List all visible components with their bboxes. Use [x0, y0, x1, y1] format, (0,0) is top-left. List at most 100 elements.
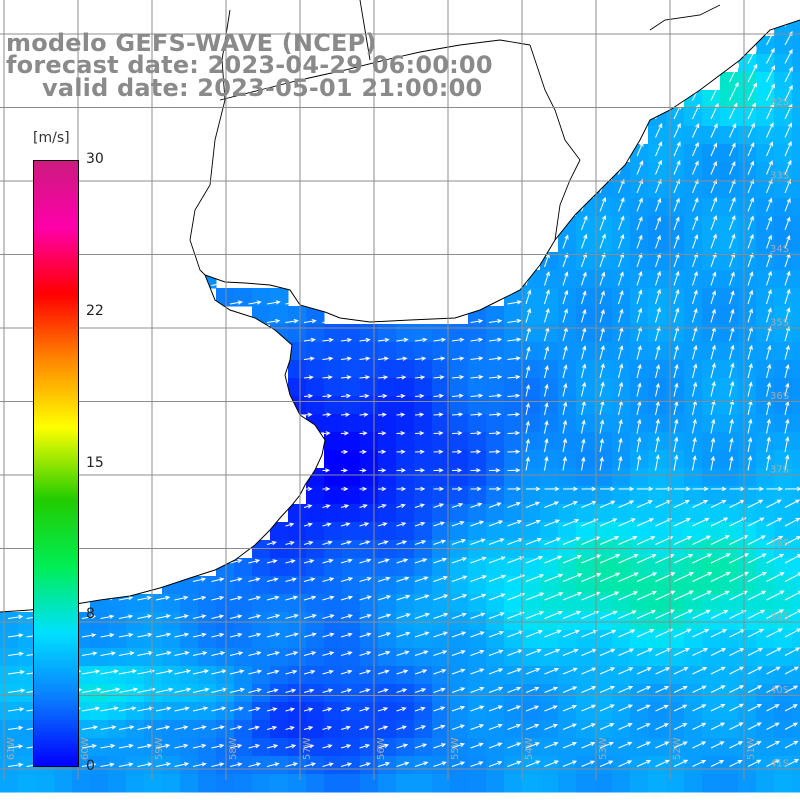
wind-speed-cell [486, 324, 505, 343]
wind-arrowhead [562, 401, 568, 407]
wind-arrow [673, 667, 688, 675]
wind-speed-cell [684, 504, 703, 523]
wind-arrow [544, 457, 548, 471]
wind-arrow [322, 689, 333, 693]
wind-arrow [710, 381, 715, 397]
wind-arrow [692, 216, 698, 231]
wind-arrowhead [682, 686, 688, 691]
wind-arrowhead [712, 215, 718, 221]
wind-arrow [396, 688, 407, 693]
wind-speed-cell [594, 342, 613, 361]
wind-arrow [192, 763, 206, 767]
wind-arrowhead [582, 271, 587, 277]
wind-arrowhead [400, 468, 406, 473]
wind-speed-cell [576, 702, 595, 721]
wind-arrowhead [344, 504, 350, 509]
wind-speed-cell [486, 450, 505, 469]
wind-arrowhead [571, 704, 578, 710]
wind-arrowhead [479, 686, 485, 692]
wind-speed-cell [522, 594, 541, 613]
wind-arrowhead [633, 591, 639, 596]
wind-arrowhead [308, 393, 314, 399]
wind-arrowhead [325, 431, 331, 436]
wind-speed-cell [126, 738, 145, 757]
wind-arrow [673, 160, 681, 175]
wind-speed-cell [306, 648, 325, 667]
wind-arrow [599, 253, 606, 268]
wind-arrowhead [785, 454, 790, 460]
wind-speed-cell [0, 774, 19, 793]
wind-speed-cell [594, 522, 613, 541]
wind-arrowhead [311, 595, 317, 600]
wind-arrow [655, 327, 660, 342]
wind-speed-cell [576, 288, 595, 307]
wind-arrow [710, 363, 716, 379]
wind-arrow [710, 272, 716, 286]
wind-speed-cell [288, 720, 307, 739]
wind-speed-cell [396, 612, 415, 631]
wind-arrow [673, 723, 687, 730]
wind-arrow [747, 47, 757, 64]
wind-arrowhead [693, 271, 698, 277]
wind-speed-cell [360, 360, 379, 379]
wind-arrow [581, 501, 596, 508]
wind-arrow [655, 198, 661, 212]
wind-arrowhead [694, 141, 699, 147]
wind-arrow [710, 553, 731, 564]
wind-arrow [507, 432, 519, 434]
wind-arrowhead [787, 178, 792, 184]
wind-speed-cell [666, 558, 685, 577]
wind-speed-cell [756, 684, 775, 703]
wind-arrowhead [749, 178, 755, 184]
wind-arrowhead [554, 501, 560, 506]
wind-arrow [7, 652, 23, 656]
wind-arrowhead [440, 687, 446, 692]
wind-speed-cell [234, 594, 253, 613]
wind-speed-cell [684, 378, 703, 397]
wind-speed-cell [630, 720, 649, 739]
colorbar-tick: 22 [86, 303, 104, 319]
wind-arrow [507, 520, 522, 527]
wind-arrow [581, 611, 599, 619]
wind-arrow [710, 327, 716, 342]
wind-speed-cell [738, 540, 757, 559]
wind-arrow [322, 339, 333, 342]
wind-speed-cell [450, 396, 469, 415]
wind-arrowhead [682, 723, 688, 728]
wind-speed-cell [126, 648, 145, 667]
wind-arrow [303, 413, 312, 416]
wind-speed-cell [738, 576, 757, 595]
wind-arrow [673, 590, 694, 601]
wind-arrow [285, 708, 295, 712]
wind-speed-cell [558, 270, 577, 289]
wind-speed-cell [540, 378, 559, 397]
wind-arrowhead [602, 196, 607, 202]
wind-speed-cell [252, 648, 271, 667]
wind-speed-cell [288, 558, 307, 577]
wind-speed-cell [198, 576, 217, 595]
wind-arrowhead [420, 521, 426, 527]
wind-arrow [507, 761, 521, 767]
wind-arrowhead [361, 449, 367, 455]
wind-arrow [692, 198, 699, 212]
wind-speed-cell [486, 486, 505, 505]
wind-speed-cell [792, 648, 800, 667]
wind-arrow [525, 574, 544, 582]
wind-speed-cell [774, 468, 793, 487]
wind-speed-cell [18, 666, 37, 685]
wind-speed-cell [594, 594, 613, 613]
wind-speed-cell [306, 360, 325, 379]
wind-speed-cell [0, 612, 19, 631]
wind-speed-cell [738, 720, 757, 739]
wind-arrowhead [761, 590, 767, 595]
wind-arrowhead [438, 449, 444, 454]
wind-arrow [747, 198, 754, 212]
wind-arrow [174, 707, 189, 712]
wind-arrow [359, 633, 371, 638]
wind-arrowhead [438, 468, 444, 473]
wind-arrowhead [515, 468, 521, 473]
wind-arrow [192, 596, 206, 601]
wind-arrowhead [552, 705, 558, 710]
valid-date: valid date: 2023-05-01 21:00:00 [42, 74, 483, 102]
wind-speed-cell [504, 324, 523, 343]
